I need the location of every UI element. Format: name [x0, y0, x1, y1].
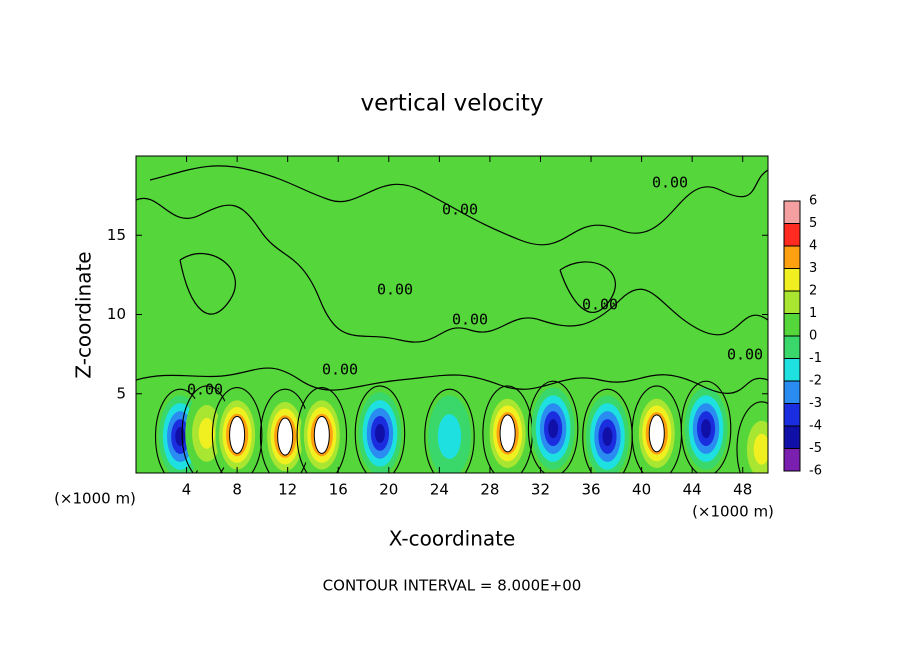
- contour-line: [354, 385, 406, 473]
- footer: CONTOUR INTERVAL = 8.000E+00: [323, 577, 582, 595]
- level-band: [374, 423, 385, 443]
- x-unit-label: (×1000 m): [692, 503, 774, 521]
- colorbar-tick-label: 6: [809, 194, 817, 209]
- contour-label: 0.00: [442, 201, 478, 219]
- colorbar-tick-label: -4: [809, 419, 822, 434]
- colorbar-band: [784, 313, 800, 336]
- y-tick-label: 10: [107, 305, 126, 323]
- x-tick-label: 48: [733, 481, 752, 499]
- peak-core: [229, 415, 246, 455]
- velocity-cell: [482, 385, 533, 473]
- contour-line: [527, 380, 579, 473]
- colorbar-tick-label: 1: [809, 306, 817, 321]
- velocity-cell: [736, 401, 768, 473]
- colorbar-band: [784, 426, 800, 449]
- colorbar-tick-label: 2: [809, 284, 817, 299]
- colorbar-tick-label: -6: [809, 464, 822, 479]
- zero-contours: [136, 165, 768, 394]
- contour-line: [179, 252, 236, 315]
- contour-label: 0.00: [187, 381, 223, 399]
- x-axis-label: X-coordinate: [389, 527, 516, 551]
- contour-label: 0.00: [377, 281, 413, 299]
- x-tick-label: 8: [232, 481, 242, 499]
- contour-line: [149, 165, 768, 246]
- colorbar-band: [784, 403, 800, 426]
- contour-line: [736, 401, 768, 473]
- colorbar-band: [784, 246, 800, 269]
- colorbar-band: [784, 291, 800, 314]
- velocity-cell: [211, 387, 263, 473]
- colorbar-band: [784, 336, 800, 359]
- colorbar-tick-label: -2: [809, 374, 822, 389]
- velocity-cell: [527, 380, 579, 473]
- peak-core: [313, 415, 330, 455]
- contour-line: [136, 197, 768, 343]
- x-tick-label: 32: [531, 481, 550, 499]
- level-band: [175, 427, 186, 447]
- velocity-cell: [296, 387, 348, 473]
- colorbar-band: [784, 448, 800, 471]
- contour-line: [136, 367, 768, 394]
- x-unit-label: (×1000 m): [54, 490, 136, 508]
- contour-label: 0.00: [452, 311, 488, 329]
- level-band: [701, 419, 712, 439]
- colorbar-band: [784, 201, 800, 224]
- x-tick-label: 24: [430, 481, 449, 499]
- y-tick-label: 15: [107, 226, 126, 244]
- x-tick-label: 40: [632, 481, 651, 499]
- peak-core: [648, 414, 665, 453]
- velocity-cell: [424, 388, 475, 473]
- level-band: [602, 427, 613, 447]
- contour-label: 0.00: [322, 361, 358, 379]
- field: [154, 380, 768, 473]
- velocity-cell: [582, 388, 633, 473]
- x-tick-label: 12: [278, 481, 297, 499]
- colorbar-tick-label: -1: [809, 351, 822, 366]
- x-tick-label: 36: [581, 481, 600, 499]
- y-tick-label: 5: [116, 384, 126, 402]
- colorbar-band: [784, 358, 800, 381]
- contour-label: 0.00: [652, 174, 688, 192]
- colorbar-band: [784, 268, 800, 291]
- colorbar-band: [784, 223, 800, 246]
- peak-core: [499, 414, 516, 453]
- contour-line: [424, 388, 475, 473]
- level-band: [198, 417, 215, 449]
- colorbar-tick-label: 3: [809, 261, 817, 276]
- contour-line: [296, 387, 348, 473]
- contour-label: 0.00: [727, 346, 763, 364]
- x-tick-label: 28: [480, 481, 499, 499]
- x-tick-label: 20: [379, 481, 398, 499]
- velocity-cell: [259, 388, 311, 473]
- colorbar-tick-label: 5: [809, 216, 817, 231]
- level-band: [753, 433, 768, 465]
- y-axis-label: Z-coordinate: [72, 251, 96, 378]
- colorbar-tick-label: -5: [809, 441, 822, 456]
- colorbar-band: [784, 381, 800, 404]
- contour-line: [559, 261, 616, 313]
- colorbar-tick-label: 0: [809, 329, 817, 344]
- x-tick-label: 16: [329, 481, 348, 499]
- contour-line: [680, 380, 732, 473]
- level-band: [437, 414, 462, 460]
- chart-title: vertical velocity: [361, 91, 544, 117]
- contour-label: 0.00: [582, 296, 618, 314]
- x-tick-label: 4: [182, 481, 192, 499]
- velocity-cell: [631, 385, 683, 473]
- colorbar-tick-label: -3: [809, 396, 822, 411]
- contour-line: [211, 387, 263, 473]
- velocity-cell: [680, 380, 732, 473]
- x-tick-label: 44: [683, 481, 702, 499]
- velocity-cell: [354, 385, 406, 473]
- level-band: [548, 419, 559, 439]
- colorbar-tick-label: 4: [809, 239, 817, 254]
- peak-core: [277, 417, 294, 456]
